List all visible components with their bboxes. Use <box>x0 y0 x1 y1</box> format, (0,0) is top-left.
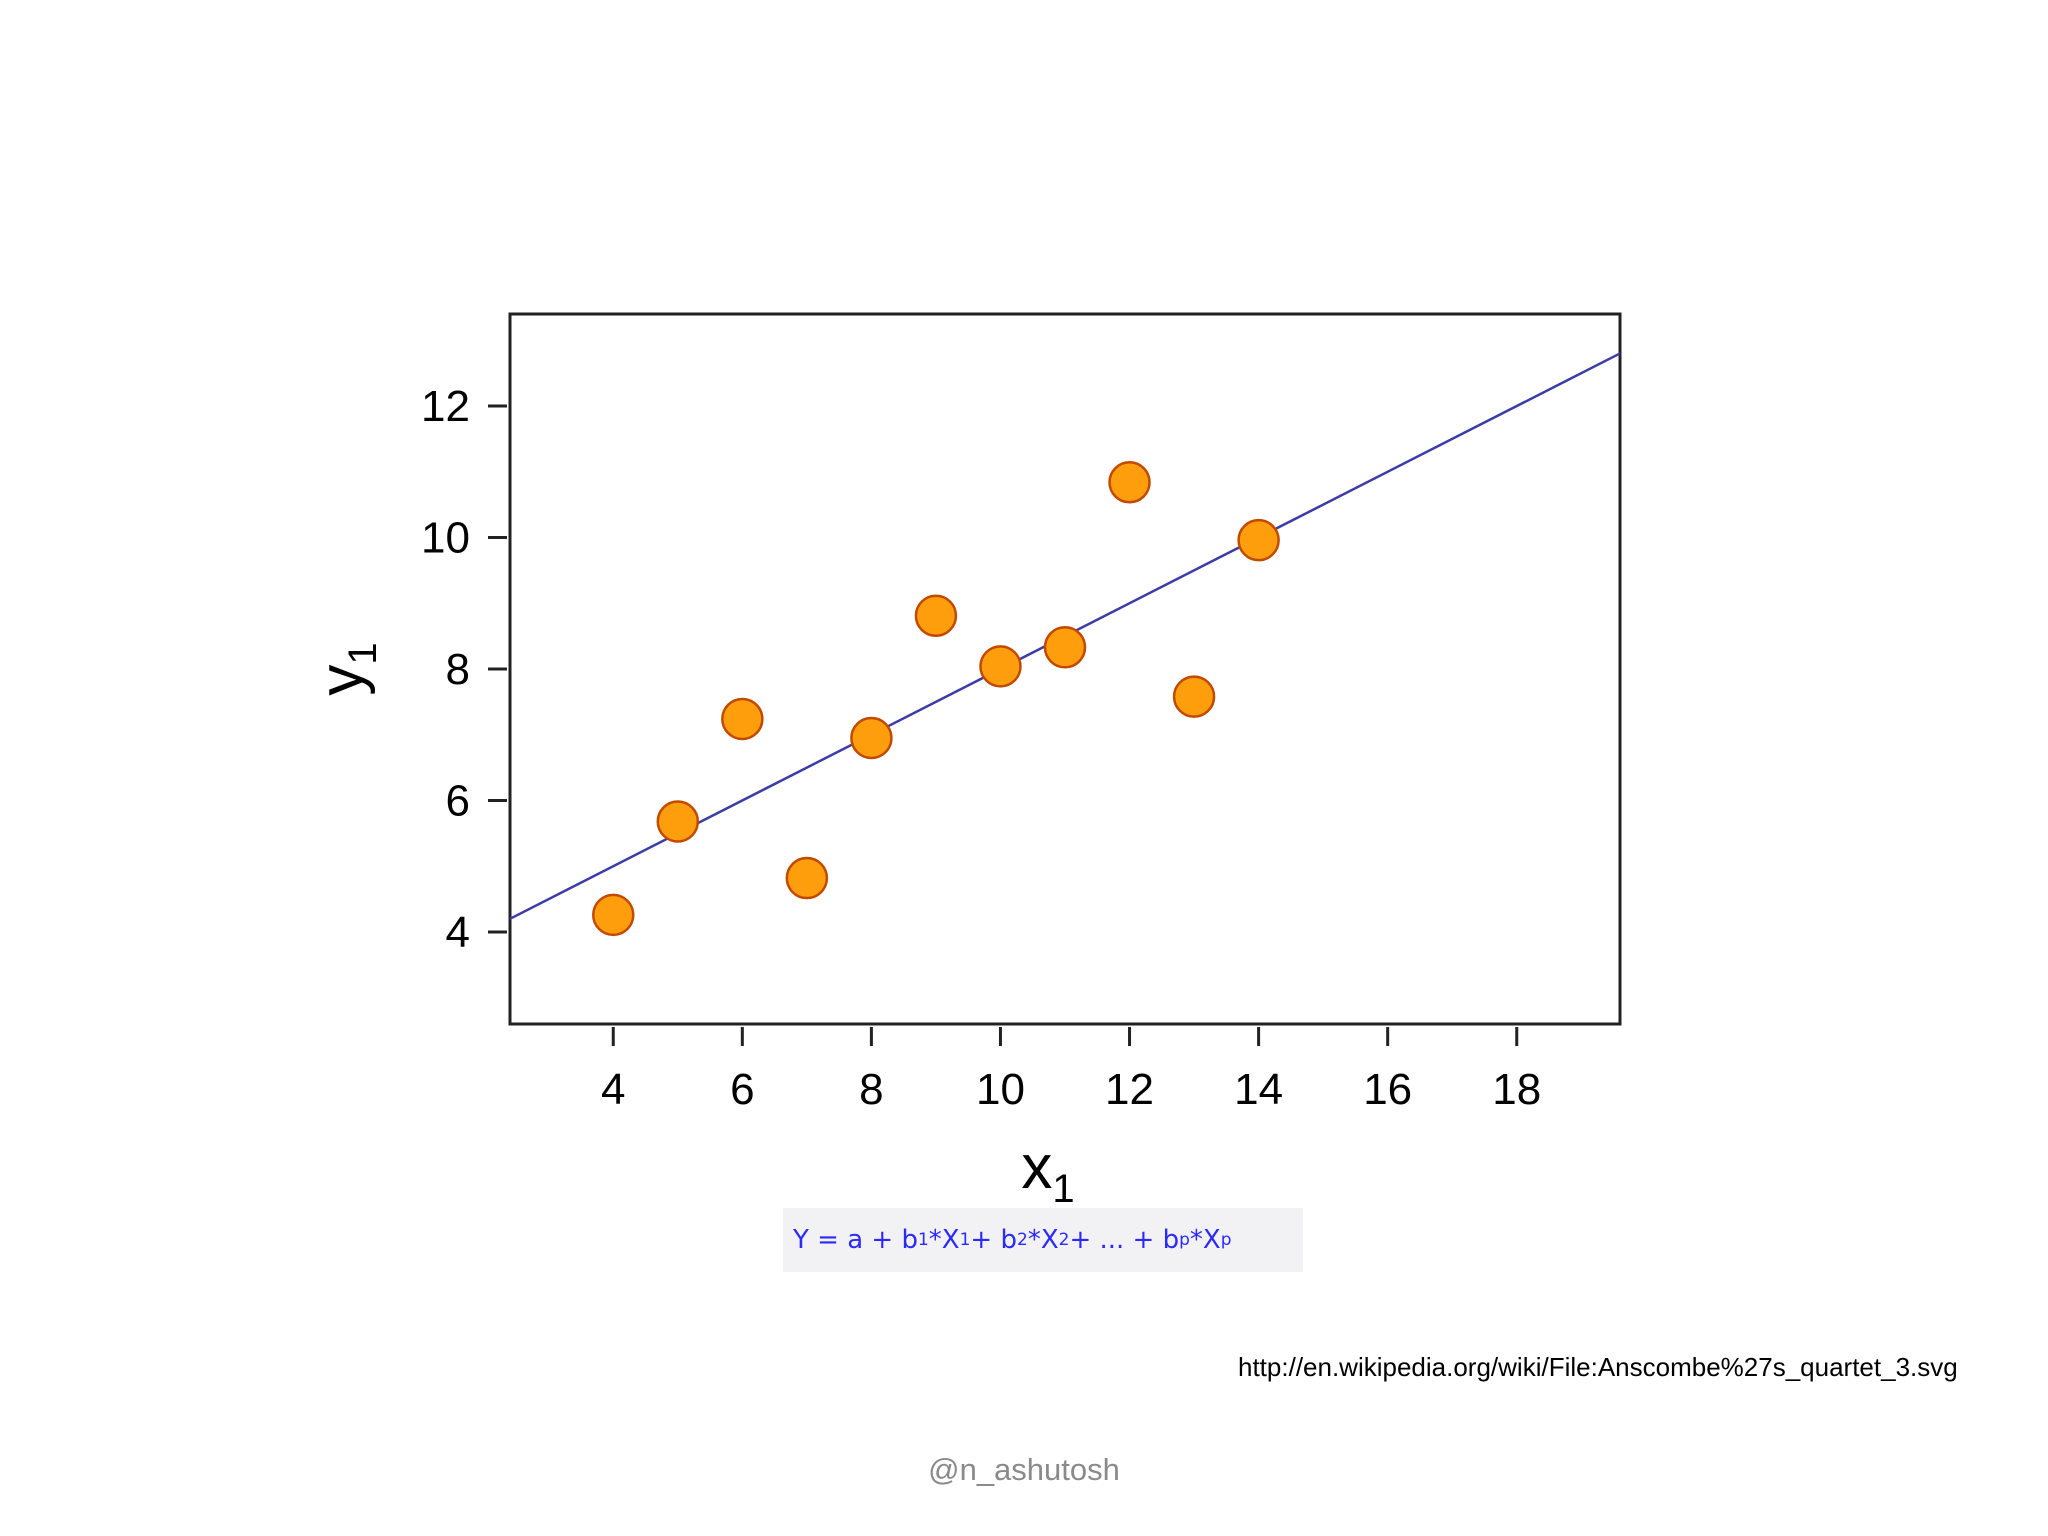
x-axis: 4 6 8 10 12 14 16 18 <box>601 1027 1541 1114</box>
x-tick-label: 6 <box>730 1065 754 1114</box>
y-axis-label: y1 <box>307 642 385 695</box>
y-tick-label: 4 <box>446 908 470 957</box>
y-tick-label: 6 <box>446 776 470 825</box>
y-tick-label: 8 <box>446 645 470 694</box>
y-tick-label: 10 <box>421 514 470 563</box>
y-axis: 4 6 8 10 12 <box>421 382 507 957</box>
points-group <box>592 461 1280 937</box>
regression-formula: Y = a + b 1 *X 1 + b 2 *X 2 + ... + b p *X p <box>783 1208 1303 1272</box>
data-point <box>1237 518 1280 562</box>
data-point <box>850 716 893 760</box>
data-point <box>1172 675 1216 718</box>
data-point <box>1108 461 1151 504</box>
x-tick-label: 16 <box>1363 1065 1412 1114</box>
data-point <box>979 645 1022 688</box>
x-tick-label: 18 <box>1492 1065 1541 1114</box>
data-point <box>1043 626 1087 669</box>
data-point <box>656 800 700 843</box>
x-tick-label: 4 <box>601 1065 625 1114</box>
plot-frame <box>508 312 1622 1026</box>
data-point <box>592 893 635 937</box>
author-watermark: @n_ashutosh <box>928 1452 1120 1487</box>
y-tick-label: 12 <box>421 382 470 431</box>
data-point <box>785 856 829 900</box>
x-tick-label: 12 <box>1105 1065 1154 1114</box>
x-axis-label: x1 <box>1021 1133 1074 1211</box>
x-tick-label: 10 <box>976 1065 1025 1114</box>
x-tick-label: 14 <box>1234 1065 1283 1114</box>
x-tick-label: 8 <box>859 1065 883 1114</box>
source-url: http://en.wikipedia.org/wiki/File:Anscom… <box>1238 1352 1958 1382</box>
data-point <box>721 697 764 741</box>
data-point <box>914 594 958 637</box>
